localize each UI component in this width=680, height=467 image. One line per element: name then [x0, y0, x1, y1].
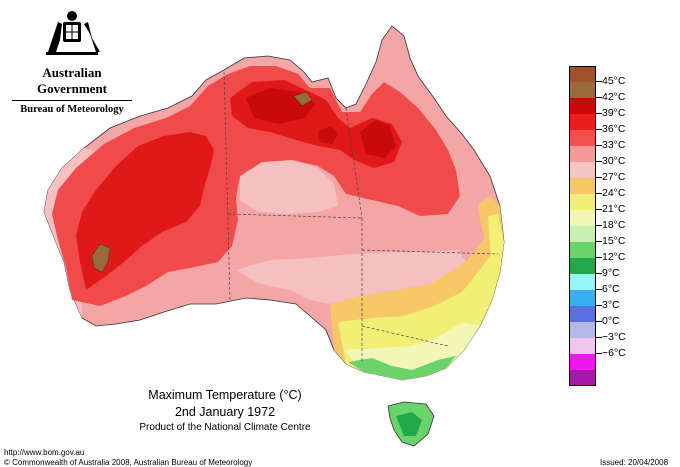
bureau-name: Bureau of Meteorology — [20, 104, 124, 115]
map-date: 2nd January 1972 — [174, 405, 276, 419]
legend-swatch — [569, 354, 596, 370]
legend-label: 0°C — [602, 315, 620, 327]
legend-swatch — [569, 146, 596, 162]
legend-swatch — [569, 162, 596, 178]
legend-swatch — [569, 322, 596, 338]
legend-swatch — [569, 114, 596, 130]
legend-swatch — [569, 274, 596, 290]
legend-tick — [596, 225, 602, 226]
legend-tick — [596, 337, 602, 338]
header-divider — [12, 100, 132, 101]
copyright-notice: © Commonwealth of Australia 2008, Austra… — [4, 458, 253, 467]
legend-label: 15°C — [602, 235, 626, 247]
coat-of-arms-icon — [46, 11, 100, 55]
issued-date: Issued: 20/04/2008 — [600, 458, 669, 467]
central-pale-patch — [240, 160, 338, 214]
legend-label: 9°C — [602, 267, 620, 279]
legend-label: 27°C — [602, 171, 626, 183]
very-hot-west — [76, 132, 214, 290]
extreme-spot-wa — [91, 243, 111, 273]
hottest-qld-core — [360, 120, 396, 158]
hottest-nt-core — [318, 126, 338, 144]
legend-label: 18°C — [602, 219, 626, 231]
state-borders — [223, 71, 499, 362]
legend-label: 3°C — [602, 299, 620, 311]
legend-label: 42°C — [602, 91, 626, 103]
southern-pale-patch — [236, 250, 466, 304]
legend-tick — [596, 81, 602, 82]
legend-tick — [596, 113, 602, 114]
legend-label: 12°C — [602, 251, 626, 263]
east-coast-yellow — [488, 214, 504, 272]
legend-tick — [596, 273, 602, 274]
legend-label: 39°C — [602, 107, 626, 119]
legend-tick — [596, 353, 602, 354]
legend-tick — [596, 177, 602, 178]
legend-swatch — [569, 306, 596, 322]
map-title: Maximum Temperature (°C) — [148, 388, 302, 402]
legend-swatch — [569, 258, 596, 274]
legend-tick — [596, 161, 602, 162]
legend-tick — [596, 209, 602, 210]
legend-tick — [596, 305, 602, 306]
legend-swatch — [569, 210, 596, 226]
legend-swatch — [569, 194, 596, 210]
map-product: Product of the National Climate Centre — [139, 422, 311, 433]
legend-tick — [596, 97, 602, 98]
legend-tick — [596, 145, 602, 146]
legend-swatch — [569, 226, 596, 242]
legend-tick — [596, 129, 602, 130]
government-name: Australian Government — [36, 65, 108, 96]
west-coast-strip — [44, 148, 96, 318]
legend-swatch — [569, 370, 596, 386]
legend-swatch — [569, 130, 596, 146]
legend-label: −3°C — [602, 331, 626, 343]
source-url[interactable]: http://www.bom.gov.au — [4, 448, 85, 457]
legend-tick — [596, 321, 602, 322]
legend-tick — [596, 257, 602, 258]
legend-label: 36°C — [602, 123, 626, 135]
legend-swatch — [569, 290, 596, 306]
legend-swatch — [569, 98, 596, 114]
map-caption: Maximum Temperature (°C) 2nd January 197… — [100, 388, 350, 433]
legend-swatch — [569, 242, 596, 258]
legend-tick — [596, 193, 602, 194]
legend-label: 45°C — [602, 75, 626, 87]
legend-label: 6°C — [602, 283, 620, 295]
legend-swatch — [569, 178, 596, 194]
legend-label: −6°C — [602, 347, 626, 359]
legend-tick — [596, 289, 602, 290]
extreme-spot-nt — [293, 91, 313, 107]
legend-swatch — [569, 66, 596, 82]
legend-label: 33°C — [602, 139, 626, 151]
legend-label: 24°C — [602, 187, 626, 199]
legend-swatch — [569, 338, 596, 354]
legend-label: 30°C — [602, 155, 626, 167]
cool-zone-green — [348, 356, 456, 380]
legend-tick — [596, 241, 602, 242]
tasmania-cold — [396, 412, 422, 436]
legend-swatch — [569, 82, 596, 98]
legend-label: 21°C — [602, 203, 626, 215]
government-logo: Australian Government Bureau of Meteorol… — [8, 8, 136, 115]
